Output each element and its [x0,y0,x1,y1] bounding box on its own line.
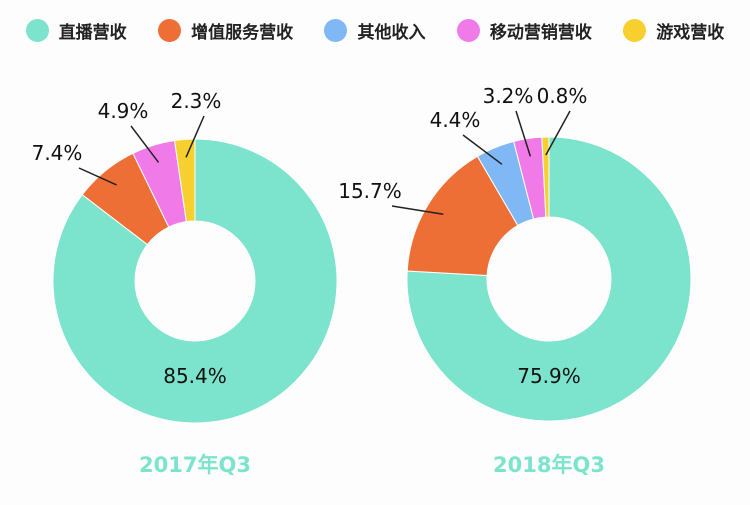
legend-label: 增值服务营收 [191,23,294,43]
chart-title: 2018年Q3 [493,453,605,477]
leader-line [545,110,571,156]
donut-slice [406,155,519,277]
data-label: 2.3% [171,89,222,113]
legend-swatch [456,19,480,42]
legend-swatch [158,19,182,42]
donut-slice [173,138,196,223]
data-label: 75.9% [517,364,581,388]
leader-line [462,134,503,165]
legend-label: 游戏营收 [656,23,725,43]
leader-line [78,167,117,186]
data-label: 7.4% [32,141,83,165]
legend-swatch [324,19,348,42]
legend-label: 其他收入 [357,23,426,43]
legend-swatch [25,19,49,42]
data-label: 15.7% [338,179,402,203]
leader-line [130,125,160,163]
data-label: 4.4% [430,108,481,132]
legend-item: 其他收入 [324,18,425,43]
legend-item: 游戏营收 [623,18,724,43]
legend-item: 增值服务营收 [158,18,293,43]
legend: 直播营收 增值服务营收 其他收入 移动营销营收 游戏营收 [0,18,750,43]
data-label: 0.8% [537,84,588,108]
leader-line [515,110,532,157]
chart-title: 2017年Q3 [139,453,251,477]
data-label: 3.2% [483,84,534,108]
leader-line [391,205,444,215]
donut-slice [52,138,338,424]
legend-label: 直播营收 [58,23,127,43]
legend-item: 直播营收 [25,18,127,43]
donut-slice [541,136,550,218]
donut-slice [406,136,692,422]
data-label: 85.4% [163,364,227,388]
legend-swatch [623,19,647,42]
legend-label: 移动营销营收 [489,23,592,43]
legend-item: 移动营销营收 [456,18,592,43]
data-label: 4.9% [98,99,149,123]
leader-line [185,115,205,158]
